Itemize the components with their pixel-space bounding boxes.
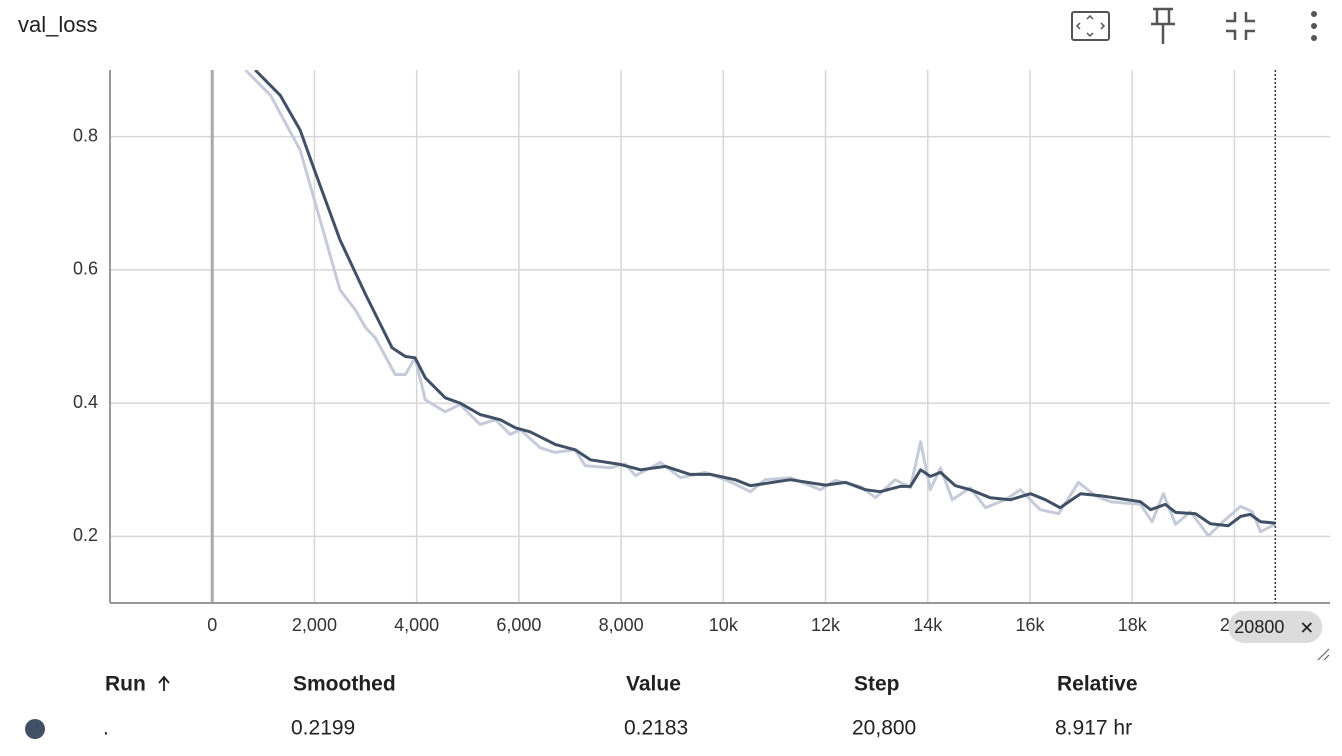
column-header: Smoothed (293, 673, 396, 696)
series-line (244, 70, 1276, 538)
pin-button[interactable] (1151, 7, 1175, 44)
y-tick-label: 0.8 (73, 125, 98, 145)
badge-close-icon[interactable] (1301, 622, 1312, 633)
column-header: Relative (1057, 673, 1138, 696)
y-tick-label: 0.6 (73, 259, 98, 279)
plot-area: 0.2 0.4 0.6 0.8 0 2,000 4,000 6,000 8,000 10k 12k 1… (73, 70, 1330, 643)
x-tick-label: 12k (811, 615, 841, 635)
collapse-button[interactable] (1226, 12, 1255, 40)
step-badge (1228, 611, 1323, 643)
x-tick-label: 8,000 (599, 615, 644, 635)
column-header: Run (105, 673, 146, 696)
resize-handle[interactable] (1317, 648, 1330, 661)
data-table: Run Smoothed Value Step Relative. 0.2199 0.218… (25, 673, 1138, 740)
table-cell: . (103, 717, 109, 740)
x-tick-label: 14k (913, 615, 943, 635)
series-line (254, 70, 1276, 528)
y-tick-label: 0.2 (73, 525, 98, 545)
table-cell: 8.917 hr (1055, 717, 1132, 740)
table-cell: 0.2183 (624, 717, 688, 740)
x-tick-label: 2,000 (292, 615, 337, 635)
fit-domain-button[interactable] (1071, 11, 1110, 41)
x-tick-label: 16k (1015, 615, 1045, 635)
sort-arrow[interactable] (158, 675, 170, 691)
table-cell: 20,800 (852, 717, 916, 740)
column-header: Step (854, 673, 900, 696)
x-tick-label: 4,000 (394, 615, 439, 635)
x-tick-label: 0 (207, 615, 217, 635)
x-tick-label: 6,000 (496, 615, 541, 635)
more-menu-button[interactable] (1311, 11, 1317, 41)
card-title: val_loss (18, 12, 97, 37)
table-cell: 0.2199 (291, 717, 355, 740)
step-badge-label: 20800 (1234, 617, 1284, 637)
run-color-swatch (25, 719, 45, 739)
x-tick-label: 18k (1118, 615, 1148, 635)
y-tick-label: 0.4 (73, 392, 98, 412)
column-header: Value (626, 673, 681, 696)
x-tick-label: 10k (709, 615, 739, 635)
